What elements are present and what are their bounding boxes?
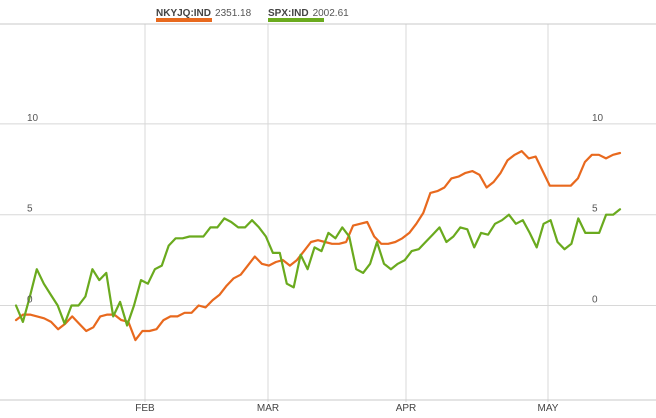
x-tick-label: MAY xyxy=(538,403,559,414)
legend-series-value: 2351.18 xyxy=(215,8,252,19)
legend-series-name: NKYJQ:IND xyxy=(156,8,212,19)
chart-legend: NKYJQ:IND 2351.18 SPX:IND 2002.61 xyxy=(0,0,656,30)
legend-item-nkyjq[interactable]: NKYJQ:IND 2351.18 xyxy=(156,3,251,25)
legend-item-spx[interactable]: SPX:IND 2002.61 xyxy=(268,3,349,25)
legend-series-value: 2002.61 xyxy=(312,8,349,19)
series-line-spx-ind[interactable] xyxy=(14,208,622,327)
x-tick-label: APR xyxy=(396,403,417,414)
legend-swatch-orange xyxy=(156,18,212,22)
vertical-gridlines xyxy=(144,24,549,402)
y-tick-label-left: 10 xyxy=(27,113,39,124)
y-tick-label-right: 5 xyxy=(592,204,598,215)
x-tick-label: FEB xyxy=(135,403,155,414)
y-tick-label-right: 10 xyxy=(592,113,604,124)
legend-series-name: SPX:IND xyxy=(268,8,309,19)
legend-swatch-green xyxy=(268,18,324,22)
label-layer: 10 10 5 5 0 0 FEB MAR APR MAY xyxy=(27,113,604,414)
series-layer xyxy=(14,150,622,342)
y-tick-label-left: 0 xyxy=(27,295,33,306)
horizontal-gridlines xyxy=(0,123,656,307)
series-line-nkyjq-ind[interactable] xyxy=(14,150,622,342)
y-tick-label-left: 5 xyxy=(27,204,33,215)
x-tick-label: MAR xyxy=(257,403,279,414)
y-tick-label-right: 0 xyxy=(592,295,598,306)
